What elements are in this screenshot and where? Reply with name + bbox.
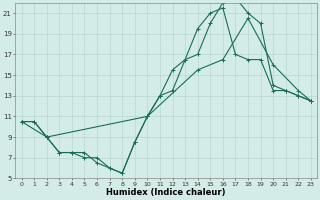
X-axis label: Humidex (Indice chaleur): Humidex (Indice chaleur) — [107, 188, 226, 197]
